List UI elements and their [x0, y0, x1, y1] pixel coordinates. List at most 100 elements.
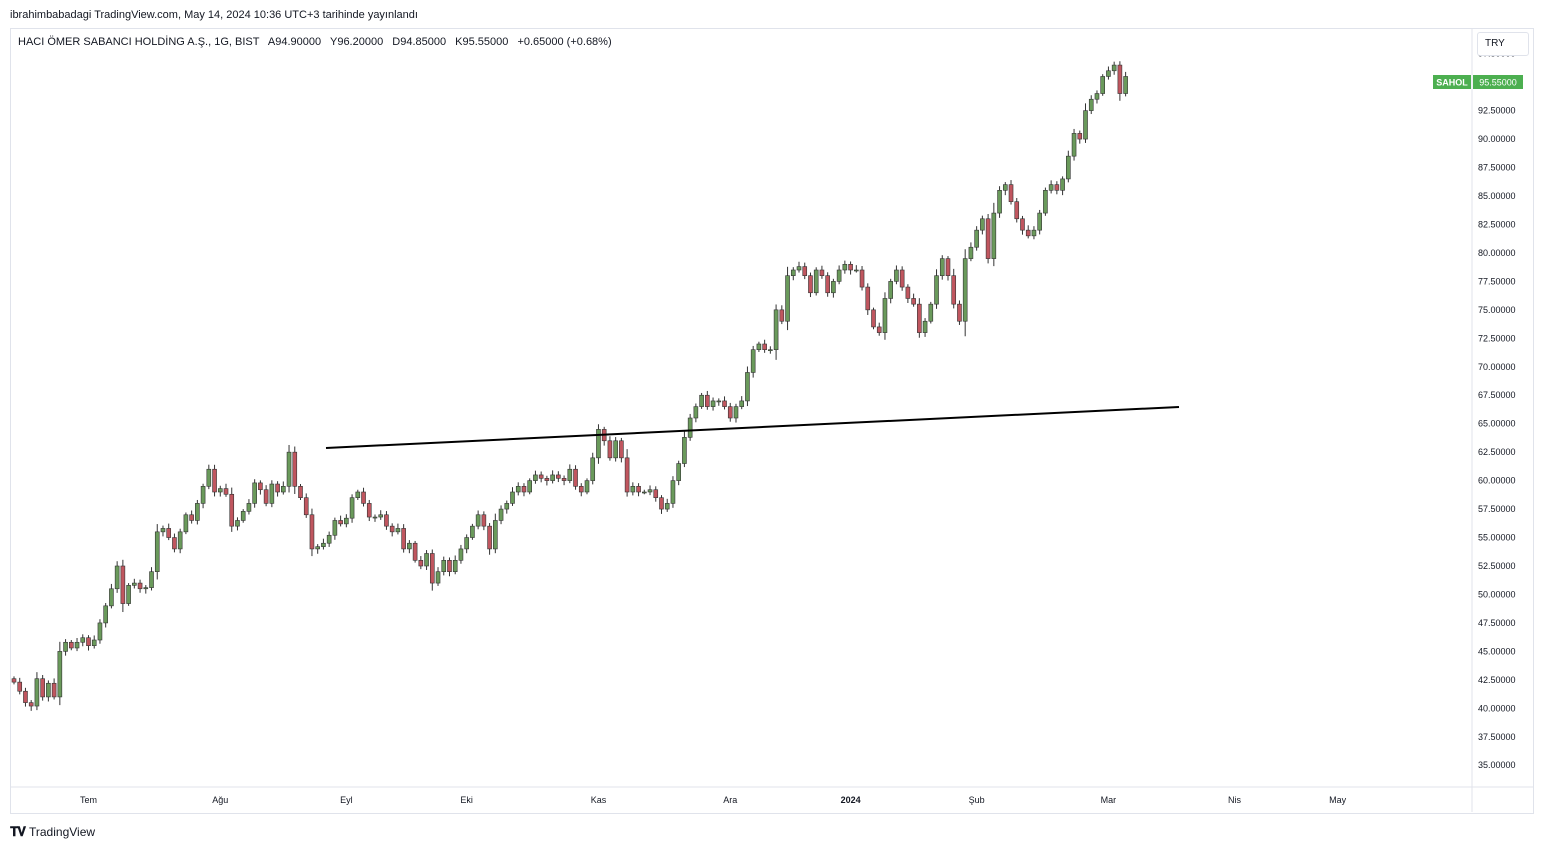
candle	[945, 256, 951, 281]
y-tick-label: 52.50000	[1478, 561, 1516, 571]
candle	[326, 531, 332, 547]
candle	[670, 476, 676, 508]
candle	[768, 346, 773, 354]
candle	[1060, 176, 1065, 196]
candle	[641, 489, 647, 495]
candle	[974, 226, 979, 251]
cup-handle-trendline	[325, 406, 1180, 449]
candle	[682, 430, 687, 468]
candle	[384, 511, 389, 530]
candles-layer	[11, 61, 1128, 711]
x-tick-label: Kas	[591, 795, 607, 805]
candle	[212, 464, 217, 497]
candle	[429, 549, 435, 591]
candle	[871, 307, 876, 330]
candle	[160, 525, 166, 537]
y-tick-label: 55.00000	[1478, 533, 1516, 543]
candle	[361, 487, 366, 507]
y-tick-label: 42.50000	[1478, 675, 1516, 685]
candle	[962, 249, 968, 337]
candle	[882, 292, 888, 340]
candle	[1008, 180, 1014, 205]
candle	[355, 489, 361, 500]
candle	[504, 500, 510, 514]
candle	[865, 283, 871, 315]
candle	[481, 511, 487, 531]
candle	[957, 300, 962, 325]
candle	[349, 494, 355, 523]
legend-symbol: HACI ÖMER SABANCI HOLDİNG A.Ş., 1G, BIST	[18, 36, 260, 48]
candle	[727, 402, 733, 422]
candle	[796, 261, 802, 273]
x-tick-label: Tem	[80, 795, 97, 805]
y-tick-label: 45.00000	[1478, 646, 1516, 656]
candle	[17, 677, 23, 695]
candle	[298, 484, 303, 500]
candle	[1054, 181, 1060, 195]
candle	[722, 396, 727, 410]
candle	[888, 278, 893, 304]
candle	[573, 465, 578, 490]
candle	[1123, 71, 1128, 97]
candle	[578, 483, 584, 497]
candle	[991, 202, 997, 267]
chart-frame	[10, 28, 1534, 814]
candle	[848, 261, 853, 275]
candle	[51, 678, 57, 700]
candle	[109, 583, 114, 609]
candle	[876, 322, 882, 336]
candle	[69, 640, 74, 651]
candle	[86, 635, 91, 651]
legend-close: K95.55000	[455, 36, 509, 48]
candle	[773, 304, 779, 360]
candle	[911, 293, 916, 307]
candle	[263, 485, 269, 507]
candle	[550, 470, 555, 484]
candle	[447, 557, 452, 577]
candle	[475, 510, 481, 530]
candle	[395, 523, 401, 535]
candle	[934, 269, 939, 309]
candle	[1077, 130, 1083, 144]
candle	[281, 481, 286, 495]
candle	[1117, 61, 1123, 101]
x-tick-label: Şub	[969, 795, 985, 805]
candle	[366, 499, 372, 522]
y-tick-label: 60.00000	[1478, 476, 1516, 486]
candle	[790, 267, 796, 281]
x-tick-label: 2024	[841, 795, 861, 805]
tradingview-logo-text: TradingView	[29, 825, 96, 839]
candle	[521, 483, 527, 497]
candle	[332, 517, 338, 540]
candle	[831, 278, 836, 298]
candle	[154, 524, 160, 580]
candle	[533, 470, 538, 484]
candle	[699, 392, 704, 409]
candle	[172, 533, 177, 553]
candle	[630, 482, 636, 496]
candle	[607, 436, 613, 461]
candle	[286, 444, 292, 493]
y-tick-label: 77.50000	[1478, 276, 1516, 286]
candle	[143, 585, 149, 594]
candle	[28, 700, 34, 711]
candle	[401, 524, 406, 553]
y-tick-label: 50.00000	[1478, 589, 1516, 599]
candle	[246, 499, 252, 515]
y-tick-label: 87.50000	[1478, 163, 1516, 173]
candle	[613, 437, 618, 462]
price-label-value: 95.55000	[1479, 78, 1517, 88]
tradingview-logo[interactable]: 𝐓𝐕 TradingView	[10, 824, 95, 840]
candle	[97, 619, 103, 644]
candle	[63, 639, 68, 656]
y-tick-label: 57.50000	[1478, 504, 1516, 514]
y-tick-label: 70.00000	[1478, 362, 1516, 372]
candle	[693, 403, 699, 423]
candle	[836, 265, 842, 285]
candle	[515, 482, 521, 496]
currency-selector[interactable]: TRY	[1477, 32, 1529, 56]
candle	[46, 680, 51, 702]
candle	[132, 578, 137, 589]
candle	[1043, 187, 1048, 216]
